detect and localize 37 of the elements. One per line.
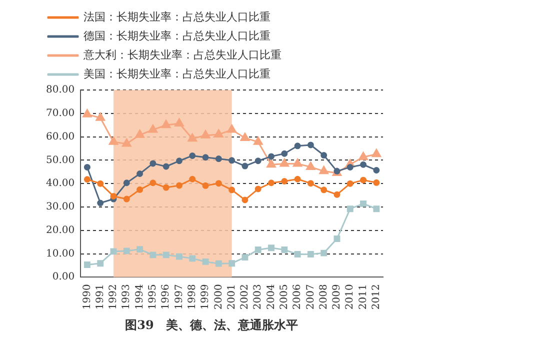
x-tick-label: 2005	[278, 284, 290, 310]
legend-label: 德国：长期失业率：占总失业人口比重	[84, 29, 270, 42]
x-tick-label: 2000	[213, 284, 224, 310]
x-tick-label: 1996	[160, 284, 172, 310]
x-tick-label: 2008	[318, 284, 330, 310]
text: 图39 美、德、法、意通胀水平	[125, 318, 298, 332]
x-tick-label: 1995	[148, 284, 159, 310]
y-tick-label: 30.00	[46, 202, 75, 213]
x-tick-label: 1992	[108, 284, 120, 310]
y-tick-label: 10.00	[46, 248, 75, 260]
x-tick-label: 2009	[332, 284, 343, 310]
y-tick-label: 40.00	[46, 178, 75, 190]
y-tick-label: 60.00	[46, 131, 75, 142]
legend-label: 美国：长期失业率：占总失业人口比重	[84, 67, 270, 80]
y-tick-label: 80.00	[46, 84, 75, 96]
legend-label: 法国：长期失业率：占总失业人口比重	[84, 10, 270, 24]
x-tick-label: 1991	[94, 284, 106, 310]
y-tick-label: 50.00	[46, 154, 75, 166]
x-tick-label: 2006	[292, 284, 304, 310]
x-tick-label: 1997	[174, 284, 185, 310]
x-tick-label: 2011	[358, 284, 369, 310]
x-tick-label: 1999	[200, 284, 212, 310]
legend-label: 意大利：长期失业率：占总失业人口比重	[82, 48, 282, 62]
x-tick-label: 2002	[240, 284, 251, 310]
x-tick-label: 2004	[266, 284, 277, 310]
y-tick-label: 0.00	[52, 272, 75, 283]
x-tick-label: 1994	[134, 284, 146, 310]
x-tick-label: 2001	[226, 284, 238, 310]
x-tick-label: 1993	[121, 284, 132, 310]
x-tick-label: 2007	[305, 284, 316, 310]
x-tick-label: 1990	[82, 284, 93, 310]
x-tick-label: 2010	[344, 284, 356, 310]
x-tick-label: 2003	[252, 284, 264, 310]
x-tick-label: 1998	[186, 284, 198, 310]
y-tick-label: 20.00	[46, 224, 75, 236]
x-tick-label: 2012	[371, 284, 382, 310]
y-tick-label: 70.00	[46, 108, 75, 119]
